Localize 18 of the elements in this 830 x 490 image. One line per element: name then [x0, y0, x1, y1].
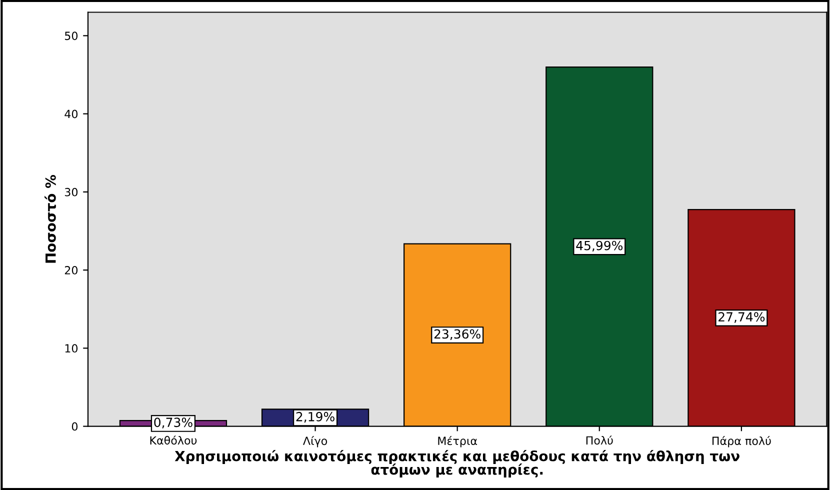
x-tick-label: Μέτρια [438, 436, 478, 448]
data-label: 0,73% [154, 418, 192, 428]
y-axis-title: Ποσοστό % [44, 174, 56, 263]
x-tick-label: Λίγο [302, 436, 328, 448]
x-axis-title: Χρησιμοποιώ καινοτόμες πρακτικές και μεθόδους κατά την άθληση των ατόμων με αναπηρίες. [174, 450, 740, 478]
y-tick-label: 20 [64, 266, 78, 274]
data-label: 45,99% [576, 240, 623, 252]
x-tick-label: Καθόλου [150, 436, 197, 445]
y-tick-label: 30 [64, 188, 78, 196]
x-tick-label: Πάρα πολύ [712, 436, 771, 448]
data-label: 2,19% [296, 412, 334, 423]
y-tick-label: 0 [72, 422, 78, 431]
data-label: 27,74% [718, 312, 765, 323]
y-tick-label: 40 [64, 110, 78, 118]
x-tick-label: Πολύ [586, 436, 613, 445]
y-tick-label: 10 [65, 344, 78, 353]
y-tick-label: 50 [64, 32, 78, 40]
data-label: 23,36% [434, 329, 480, 340]
